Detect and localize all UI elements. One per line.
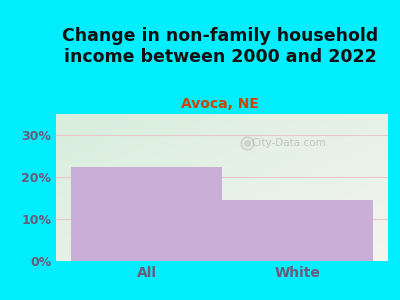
Text: City-Data.com: City-Data.com xyxy=(251,138,326,148)
Text: Change in non-family household
income between 2000 and 2022: Change in non-family household income be… xyxy=(62,27,378,66)
Bar xyxy=(222,200,373,261)
Text: Avoca, NE: Avoca, NE xyxy=(181,97,259,110)
Bar xyxy=(71,167,222,261)
